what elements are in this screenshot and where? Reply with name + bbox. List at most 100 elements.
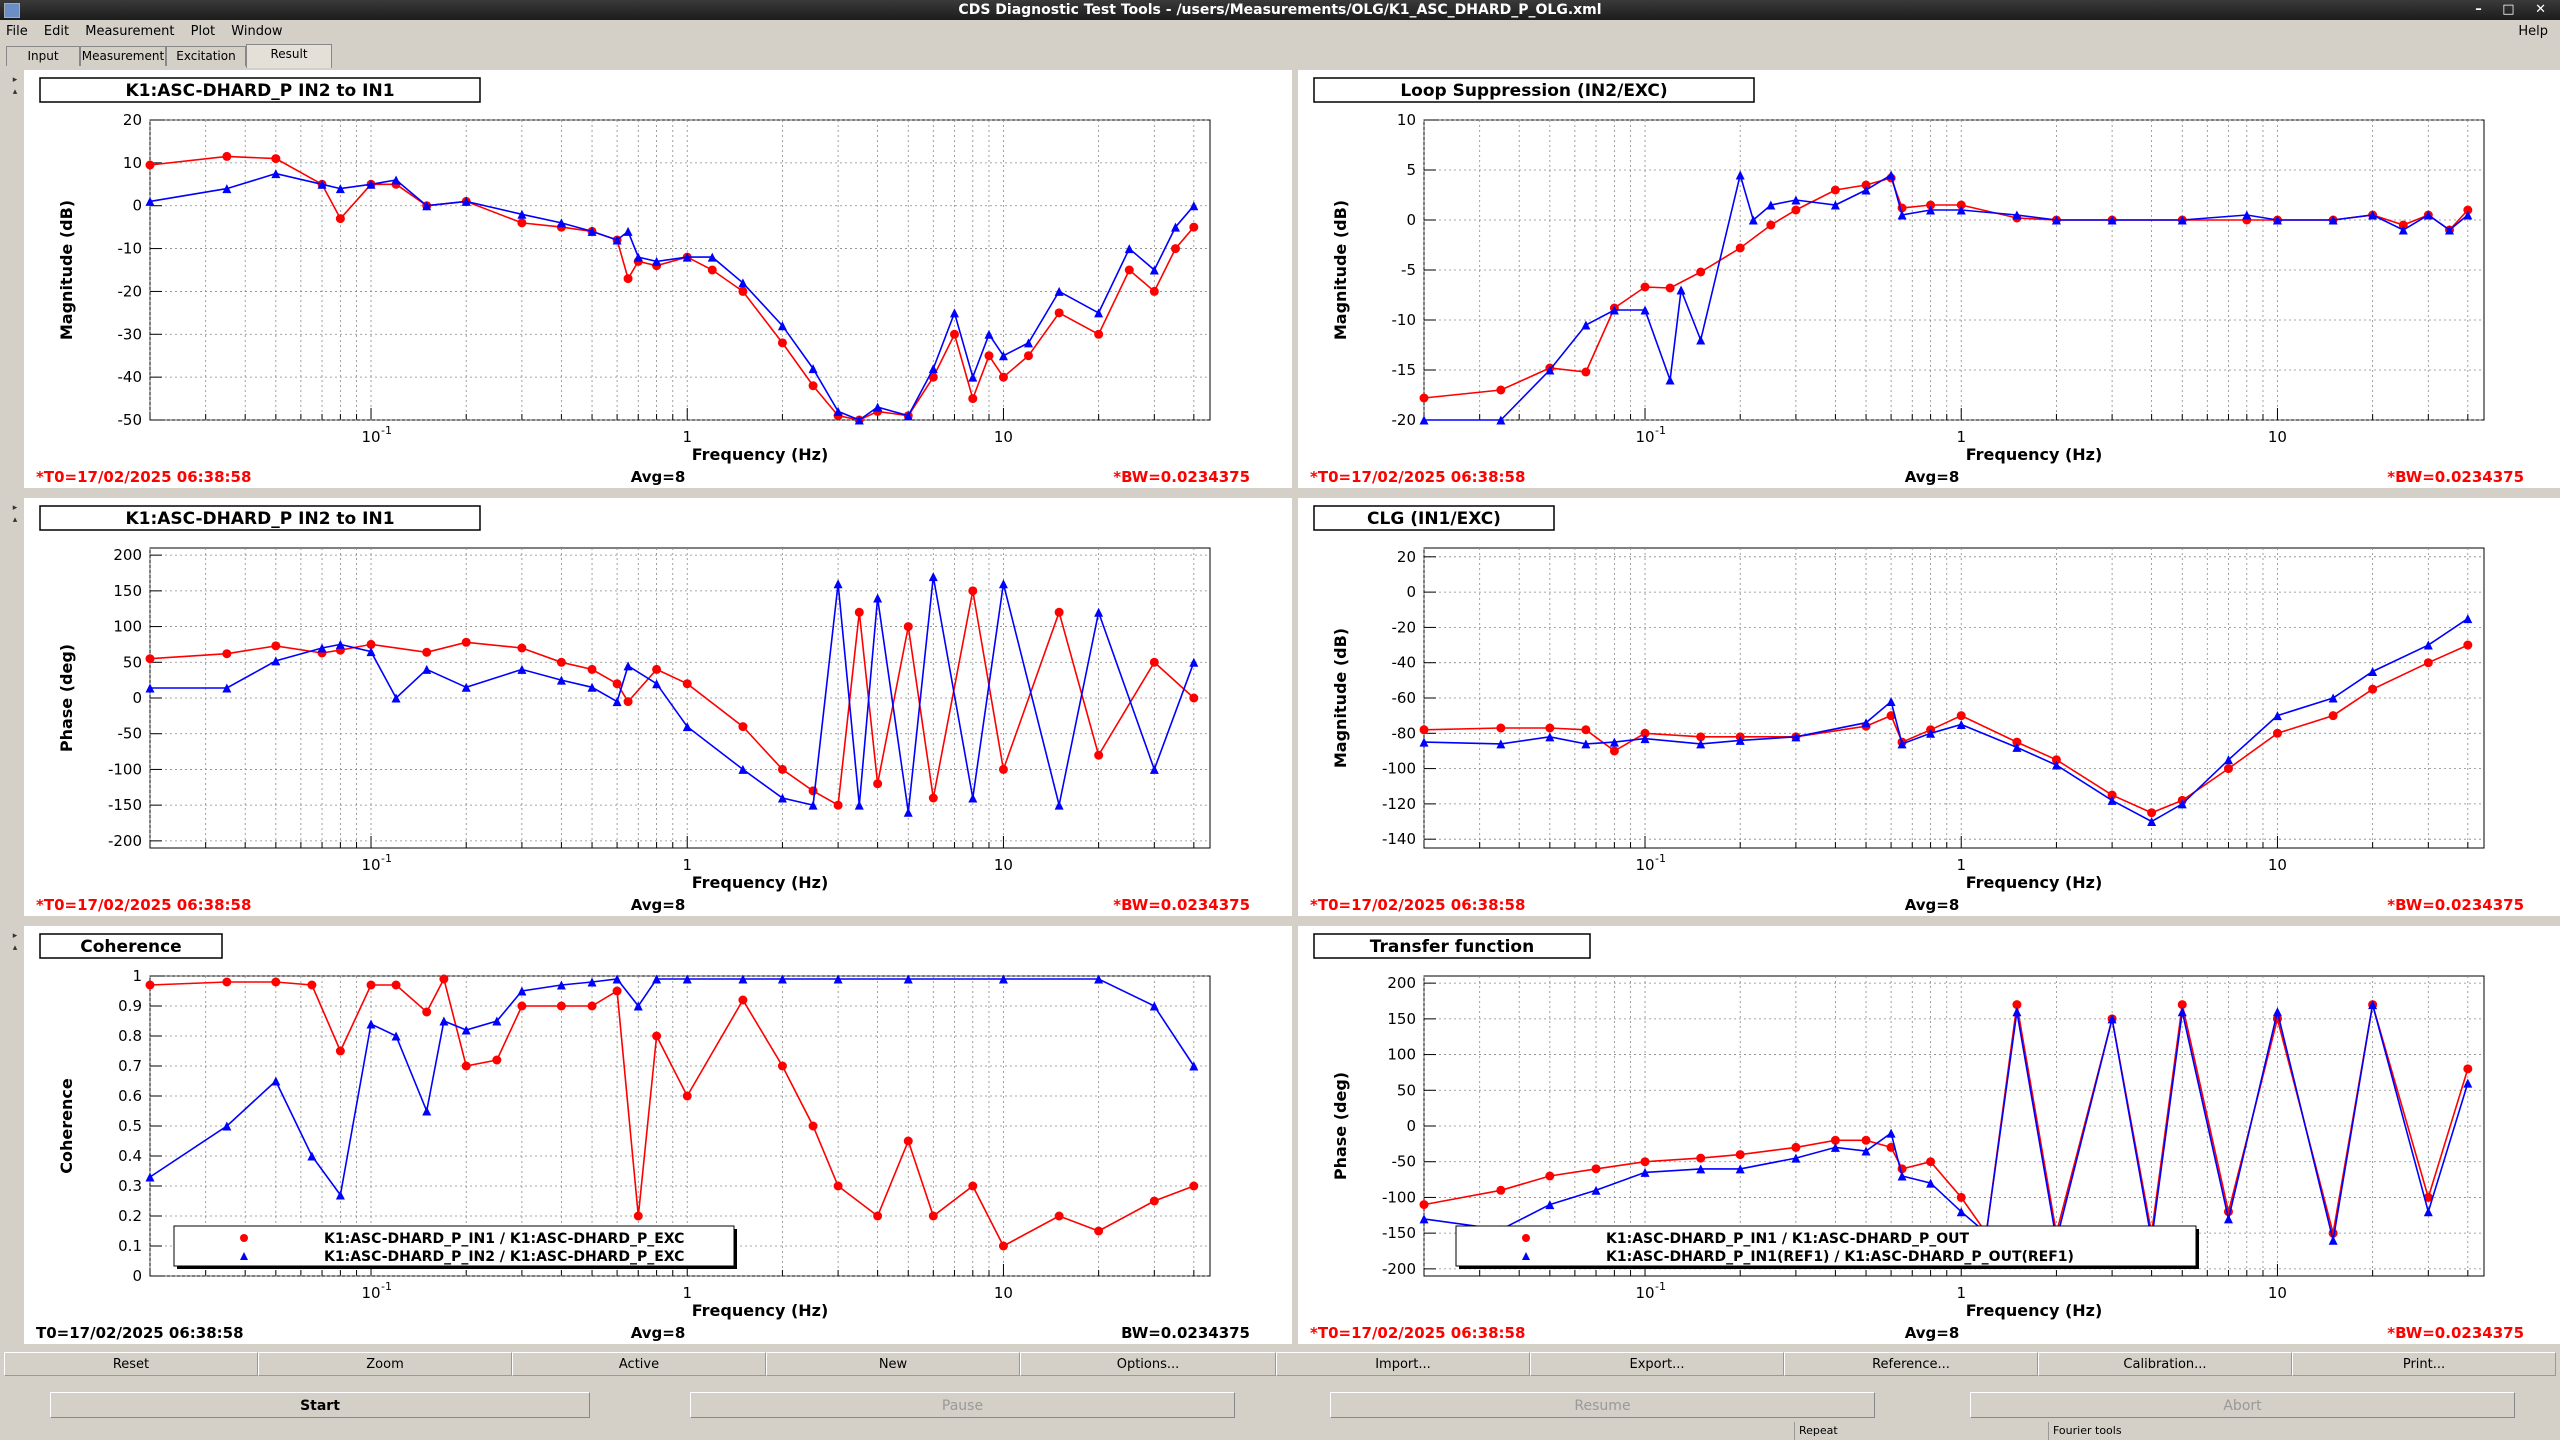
panel-scroll-controls[interactable]: ▸▴ — [12, 931, 18, 953]
data-point — [623, 274, 633, 284]
plot-title: K1:ASC-DHARD_P IN2 to IN1 — [125, 509, 394, 529]
calibration-button[interactable]: Calibration... — [2038, 1352, 2292, 1376]
data-point — [998, 974, 1008, 984]
data-point — [317, 179, 327, 189]
data-point — [903, 411, 913, 421]
data-point — [2368, 1000, 2378, 1010]
plot-panel-transfer-function[interactable]: Transfer function 200 150 100 50 0 -50 -100 -150… — [1298, 926, 2560, 1344]
data-point — [777, 1061, 787, 1071]
data-point — [1956, 1207, 1966, 1217]
data-point — [587, 977, 597, 987]
plot-button-bar: Reset Zoom Active New Options... Import.… — [0, 1350, 2560, 1378]
menu-plot[interactable]: Plot — [190, 24, 216, 39]
options-button[interactable]: Options... — [1020, 1352, 1276, 1376]
y-tick-label: 20 — [123, 111, 142, 129]
zoom-button[interactable]: Zoom — [258, 1352, 512, 1376]
pause-button[interactable]: Pause — [690, 1392, 1235, 1418]
plot-panel-coherence[interactable]: Coherence 1 0.9 0.8 0.7 0.6 0.5 0.4 0.3 0.2 0.1 0 10… — [24, 926, 1292, 1344]
average-label: Avg=8 — [631, 896, 686, 914]
y-tick-label: 0.6 — [118, 1087, 142, 1105]
status-repeat: Repeat — [1794, 1422, 2049, 1440]
timestamp-label: T0=17/02/2025 06:38:58 — [36, 1324, 244, 1342]
tab-measurement[interactable]: Measurement — [80, 46, 166, 66]
tab-input[interactable]: Input — [6, 46, 80, 66]
data-point — [2328, 215, 2338, 225]
data-point — [2107, 790, 2117, 800]
data-point — [2242, 210, 2252, 220]
y-tick-label: 150 — [113, 582, 142, 600]
plot-panel-phase[interactable]: K1:ASC-DHARD_P IN2 to IN1 200 150 100 50 0 -50… — [24, 498, 1292, 916]
data-point — [833, 406, 843, 416]
data-point — [1735, 1150, 1745, 1160]
new-button[interactable]: New — [766, 1352, 1020, 1376]
plot-title: Transfer function — [1370, 937, 1534, 957]
bandwidth-label: *BW=0.0234375 — [2387, 896, 2524, 914]
data-point — [587, 664, 597, 674]
menu-measurement[interactable]: Measurement — [85, 24, 175, 39]
data-point — [2051, 755, 2061, 765]
menu-help[interactable]: Help — [2518, 24, 2548, 39]
tab-result[interactable]: Result — [246, 44, 332, 68]
menu-window[interactable]: Window — [231, 24, 283, 39]
data-point — [738, 278, 748, 288]
data-point — [335, 214, 345, 224]
bandwidth-label: *BW=0.0234375 — [2387, 1324, 2524, 1342]
data-point — [1791, 1153, 1801, 1163]
data-point — [1861, 185, 1871, 195]
print-button[interactable]: Print... — [2292, 1352, 2556, 1376]
start-button[interactable]: Start — [50, 1392, 590, 1418]
data-point — [1926, 200, 1936, 210]
data-point — [738, 974, 748, 984]
y-tick-label: 0.5 — [118, 1117, 142, 1135]
menu-file[interactable]: File — [6, 24, 28, 39]
active-button[interactable]: Active — [512, 1352, 766, 1376]
plot-panel-clg[interactable]: CLG (IN1/EXC) 20 0 -20 -40 -60 -80 -100 -120 -140… — [1298, 498, 2560, 916]
y-tick-label: -20 — [1392, 411, 1417, 429]
plot-svg: Coherence 1 0.9 0.8 0.7 0.6 0.5 0.4 0.3 0.2 0.1 0 10… — [36, 933, 1250, 1342]
x-tick-label-exponent: -1 — [381, 424, 392, 437]
data-point — [707, 252, 717, 262]
resume-button[interactable]: Resume — [1330, 1392, 1875, 1418]
legend-entry: K1:ASC-DHARD_P_IN1(REF1) / K1:ASC-DHARD_… — [1606, 1249, 2074, 1265]
export-button[interactable]: Export... — [1530, 1352, 1784, 1376]
legend-marker — [240, 1252, 248, 1260]
data-point — [1640, 728, 1650, 738]
data-point — [1609, 737, 1619, 747]
data-point — [1735, 170, 1745, 180]
data-point — [335, 1046, 345, 1056]
reference-button[interactable]: Reference... — [1784, 1352, 2038, 1376]
panel-scroll-controls[interactable]: ▸▴ — [12, 503, 18, 525]
menu-edit[interactable]: Edit — [43, 24, 70, 39]
data-point — [1149, 1196, 1159, 1206]
data-point — [271, 1076, 281, 1086]
plot-panel-magnitude[interactable]: K1:ASC-DHARD_P IN2 to IN1 20 10 0 -10 -20 -30 -… — [24, 70, 1292, 488]
data-point — [1496, 723, 1506, 733]
data-point — [873, 779, 883, 789]
data-point — [2272, 215, 2282, 225]
data-point — [777, 764, 787, 774]
plot-title-box — [39, 933, 223, 959]
panel-scroll-controls[interactable]: ▸▴ — [12, 75, 18, 97]
abort-button[interactable]: Abort — [1970, 1392, 2515, 1418]
y-tick-label: 0 — [1406, 211, 1416, 229]
import-button[interactable]: Import... — [1276, 1352, 1530, 1376]
data-point — [854, 415, 864, 425]
data-point — [2012, 742, 2022, 752]
data-point — [1609, 305, 1619, 315]
tab-excitation[interactable]: Excitation — [166, 46, 246, 66]
data-point — [335, 1190, 345, 1200]
data-point — [1094, 750, 1104, 760]
data-point — [271, 641, 281, 651]
y-tick-label: 0.7 — [118, 1057, 142, 1075]
bandwidth-label: BW=0.0234375 — [1121, 1324, 1250, 1342]
data-point — [968, 394, 978, 404]
data-point — [2423, 1207, 2433, 1217]
data-point — [1926, 1157, 1936, 1167]
window-controls[interactable]: – □ ✕ — [2475, 2, 2554, 17]
data-point — [2107, 215, 2117, 225]
plot-panel-loop-suppression[interactable]: Loop Suppression (IN2/EXC) 10 5 0 -5 -10 -15 -2… — [1298, 70, 2560, 488]
data-point — [2147, 808, 2157, 818]
data-point — [145, 980, 155, 990]
reset-button[interactable]: Reset — [4, 1352, 258, 1376]
data-point — [1696, 1164, 1706, 1174]
